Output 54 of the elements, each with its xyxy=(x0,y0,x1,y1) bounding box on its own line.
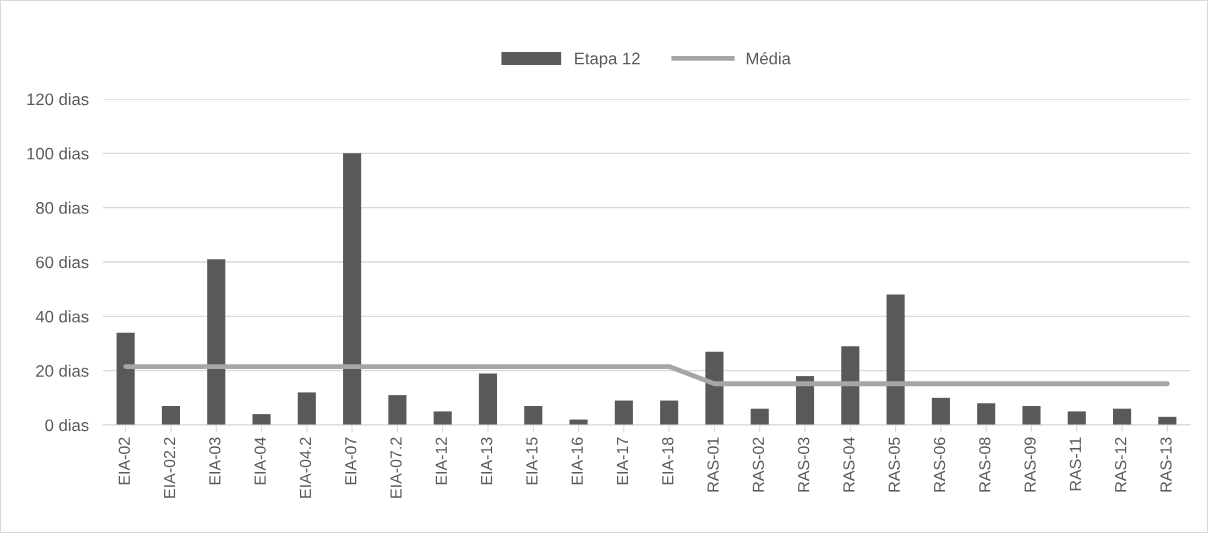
x-tick-label: RAS-06 xyxy=(933,437,946,492)
legend-label: Etapa 12 xyxy=(575,52,640,68)
bar xyxy=(433,411,452,425)
bar xyxy=(161,405,180,425)
y-tick-label: 120 dias xyxy=(27,92,89,106)
x-tick-label: EIA-07.2 xyxy=(390,437,402,498)
y-tick-label: 60 dias xyxy=(36,255,89,269)
x-tick-label: EIA-12 xyxy=(435,437,447,485)
bar xyxy=(614,400,633,425)
bar xyxy=(841,346,860,425)
y-tick-label: 40 dias xyxy=(35,310,89,323)
x-tick-label: EIA-16 xyxy=(571,437,583,485)
x-tick-label: EIA-02 xyxy=(118,437,130,485)
x-tick-label: EIA-03 xyxy=(209,437,221,485)
y-tick-label: 100 dias xyxy=(27,147,89,160)
bar xyxy=(705,351,724,425)
x-tick-label: RAS-04 xyxy=(843,437,855,492)
x-tick-label: RAS-02 xyxy=(752,437,765,492)
x-tick-label: RAS-13 xyxy=(1160,437,1172,492)
bar xyxy=(660,400,679,425)
x-tick-label: RAS-09 xyxy=(1024,437,1036,492)
x-tick-label: EIA-04 xyxy=(254,437,266,485)
x-tick-label: RAS-11 xyxy=(1069,437,1082,491)
y-tick-label: 0 dias xyxy=(45,418,89,432)
bar xyxy=(524,405,543,425)
bar xyxy=(886,294,905,425)
bar xyxy=(343,153,362,425)
bar xyxy=(116,332,135,425)
bar xyxy=(1022,405,1041,425)
x-tick-label: EIA-17 xyxy=(617,437,628,485)
bar xyxy=(931,397,950,425)
x-tick-label: EIA-13 xyxy=(480,437,493,485)
bar xyxy=(1113,408,1132,425)
x-tick-label: EIA-02.2 xyxy=(163,437,176,498)
y-tick-label: 20 dias xyxy=(36,364,89,377)
bar xyxy=(388,395,407,425)
bar xyxy=(977,403,996,425)
bar xyxy=(750,408,769,425)
bar xyxy=(252,414,271,425)
x-tick-label: EIA-07 xyxy=(345,437,357,485)
x-tick-label: EIA-18 xyxy=(662,437,674,485)
x-tick-label: EIA-15 xyxy=(526,437,538,485)
x-tick-label: RAS-12 xyxy=(1115,437,1127,492)
bar xyxy=(297,392,316,425)
x-tick-label: RAS-05 xyxy=(888,437,900,492)
x-tick-label: RAS-03 xyxy=(798,437,810,492)
x-tick-label: RAS-01 xyxy=(707,437,719,492)
x-tick-label: RAS-08 xyxy=(979,437,991,492)
y-tick-label: 80 dias xyxy=(36,201,89,214)
bar xyxy=(478,373,498,425)
x-tick-label: EIA-04.2 xyxy=(299,437,312,498)
bar xyxy=(1067,411,1086,425)
bar xyxy=(207,259,226,425)
legend-label: Média xyxy=(746,51,791,65)
